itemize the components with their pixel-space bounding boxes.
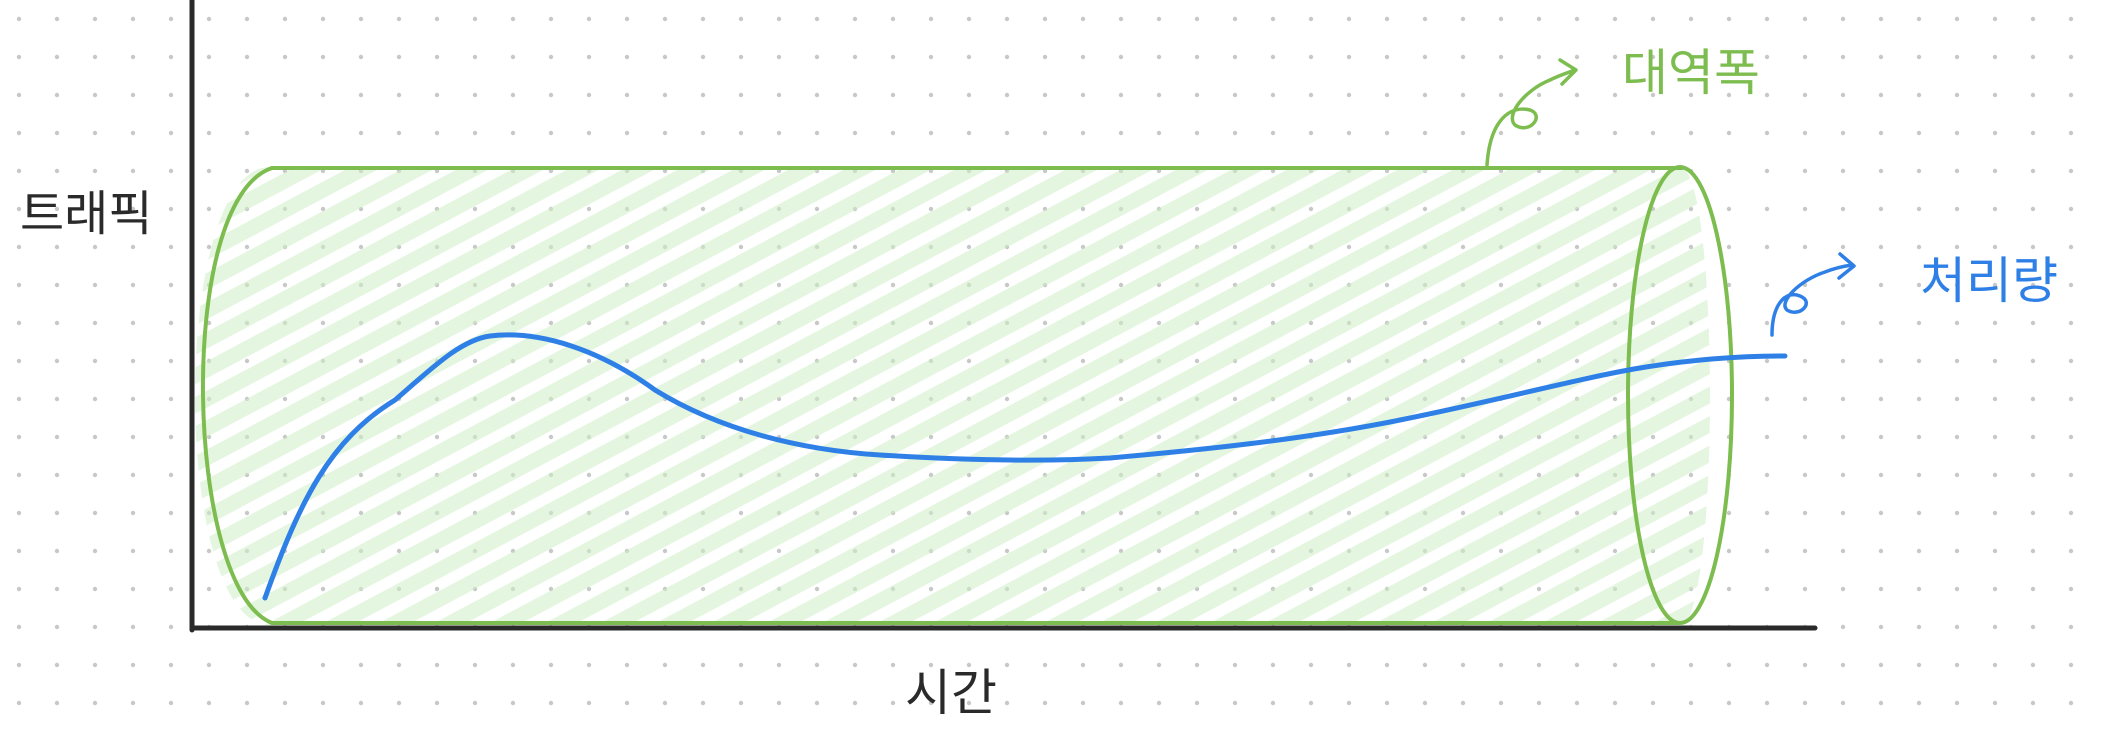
bandwidth-pointer-arrow [1485,58,1578,167]
pipe-left-end [200,166,274,625]
bandwidth-label: 대역폭 [1622,44,1760,102]
axes [189,0,1818,633]
throughput-label: 처리량 [1920,252,2058,310]
y-axis-label: 트래픽 [20,186,152,242]
pipe-right-end [1626,165,1734,625]
throughput-pointer-arrow [1770,252,1856,337]
x-axis-label: 시간 [905,664,997,722]
throughput-curve [262,332,1788,601]
bandwidth-pipe [200,165,1734,625]
bandwidth-pipe-fill [195,167,1710,625]
